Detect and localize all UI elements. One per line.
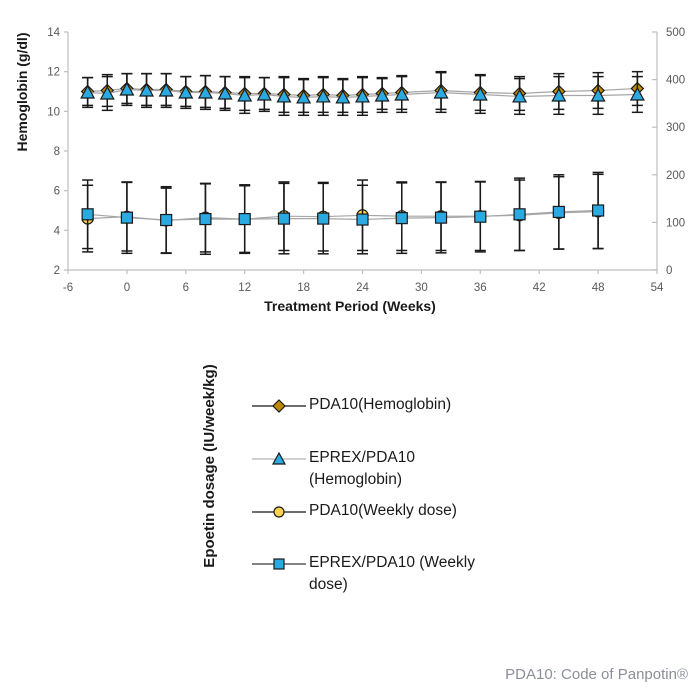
data-point-square: [395, 212, 408, 225]
diamond-marker-icon: [251, 397, 307, 420]
data-point-triangle: [394, 86, 410, 101]
x-tick-label: 24: [356, 282, 369, 294]
y-left-axis-title: Hemoglobin (g/dl): [14, 32, 30, 152]
data-point-triangle: [472, 86, 488, 101]
y-right-tick-label: 100: [666, 217, 685, 229]
data-point-square: [273, 558, 285, 570]
x-tick-label: -6: [63, 282, 73, 294]
series-line: [87, 209, 599, 221]
data-point-square: [199, 212, 212, 226]
data-point-triangle: [354, 88, 371, 103]
y-right-tick-label: 500: [666, 27, 685, 39]
square-marker-icon: [251, 555, 307, 578]
x-tick-label: 42: [533, 282, 546, 294]
legend-marker-swatch: [252, 506, 306, 518]
data-point-square: [317, 212, 330, 225]
data-point-triangle: [512, 88, 528, 103]
triangle-marker-icon: [251, 450, 307, 473]
x-axis-title: Treatment Period (Weeks): [264, 298, 436, 314]
x-tick-label: 6: [183, 282, 189, 294]
data-point-square: [160, 213, 173, 227]
legend-label: PDA10(Weekly dose): [309, 502, 457, 519]
x-tick-label: 36: [474, 282, 487, 294]
data-point-triangle: [139, 82, 155, 97]
data-point-square: [552, 205, 565, 219]
data-point-square: [356, 213, 369, 226]
y-right-tick-label: 400: [666, 75, 685, 87]
legend-entry-pda10-weekly-dose: PDA10(Weekly dose): [251, 500, 487, 526]
data-point-square: [474, 210, 487, 223]
y-left-tick-label: 8: [54, 146, 60, 158]
data-point-triangle: [178, 84, 194, 99]
data-point-square: [120, 211, 134, 224]
data-point-triangle: [296, 89, 312, 104]
data-point-circle: [273, 506, 285, 518]
x-tick-label: 48: [592, 282, 605, 294]
data-point-triangle: [276, 88, 292, 103]
legend-marker-swatch: [252, 399, 306, 413]
x-tick-label: 0: [124, 282, 130, 294]
y-right-axis-title: Epoetin dosage (IU/week/kg): [201, 364, 218, 568]
data-point-triangle: [80, 84, 96, 99]
y-left-tick-label: 4: [54, 225, 61, 237]
data-point-square: [591, 204, 605, 217]
y-right-tick-label: 0: [666, 265, 672, 277]
data-point-triangle: [433, 84, 449, 99]
series-1: [80, 71, 645, 117]
footnote: PDA10: Code of Panpotin®: [505, 666, 688, 683]
data-point-triangle: [237, 87, 253, 102]
data-point-triangle: [315, 88, 331, 103]
data-point-triangle: [629, 86, 645, 101]
circle-marker-icon: [251, 503, 307, 526]
data-point-triangle: [335, 89, 351, 104]
legend-entry-eprex-pda10-weekly-dose: EPREX/PDA10 (Weekly dose): [251, 552, 487, 596]
legend-marker-swatch: [252, 451, 306, 465]
data-point-triangle: [551, 87, 567, 102]
y-left-tick-label: 12: [47, 67, 60, 79]
data-point-square: [277, 212, 291, 225]
legend-label: EPREX/PDA10 (Weekly dose): [309, 554, 475, 593]
y-right-tick-label: 300: [666, 122, 685, 134]
data-point-triangle: [217, 85, 233, 100]
legend-entry-pda10-hemoglobin: PDA10(Hemoglobin): [251, 394, 487, 420]
data-point-square: [434, 211, 448, 224]
y-left-tick-label: 2: [54, 265, 60, 277]
legend-marker-swatch: [252, 558, 306, 570]
data-point-square: [513, 208, 526, 221]
legend-label: EPREX/PDA10 (Hemoglobin): [309, 449, 415, 488]
x-tick-label: 12: [238, 282, 251, 294]
y-left-tick-label: 6: [54, 186, 60, 198]
data-point-triangle: [158, 82, 174, 97]
data-point-triangle: [271, 451, 287, 465]
y-left-tick-label: 10: [47, 106, 60, 118]
data-point-diamond: [272, 399, 286, 413]
x-tick-label: 18: [297, 282, 310, 294]
data-point-triangle: [119, 81, 135, 96]
legend-label: PDA10(Hemoglobin): [309, 396, 452, 413]
series-3: [81, 171, 605, 256]
data-point-triangle: [197, 84, 213, 99]
data-point-square: [81, 208, 94, 221]
data-point-triangle: [590, 87, 606, 102]
x-tick-label: 54: [651, 282, 664, 294]
data-point-triangle: [374, 87, 390, 102]
x-tick-label: 30: [415, 282, 428, 294]
data-point-triangle: [99, 85, 115, 100]
data-point-square: [238, 212, 251, 226]
y-left-tick-label: 14: [47, 27, 60, 39]
y-right-tick-label: 200: [666, 170, 685, 182]
data-point-triangle: [256, 86, 272, 101]
legend-entry-eprex-pda10-hemoglobin: EPREX/PDA10 (Hemoglobin): [251, 447, 487, 491]
